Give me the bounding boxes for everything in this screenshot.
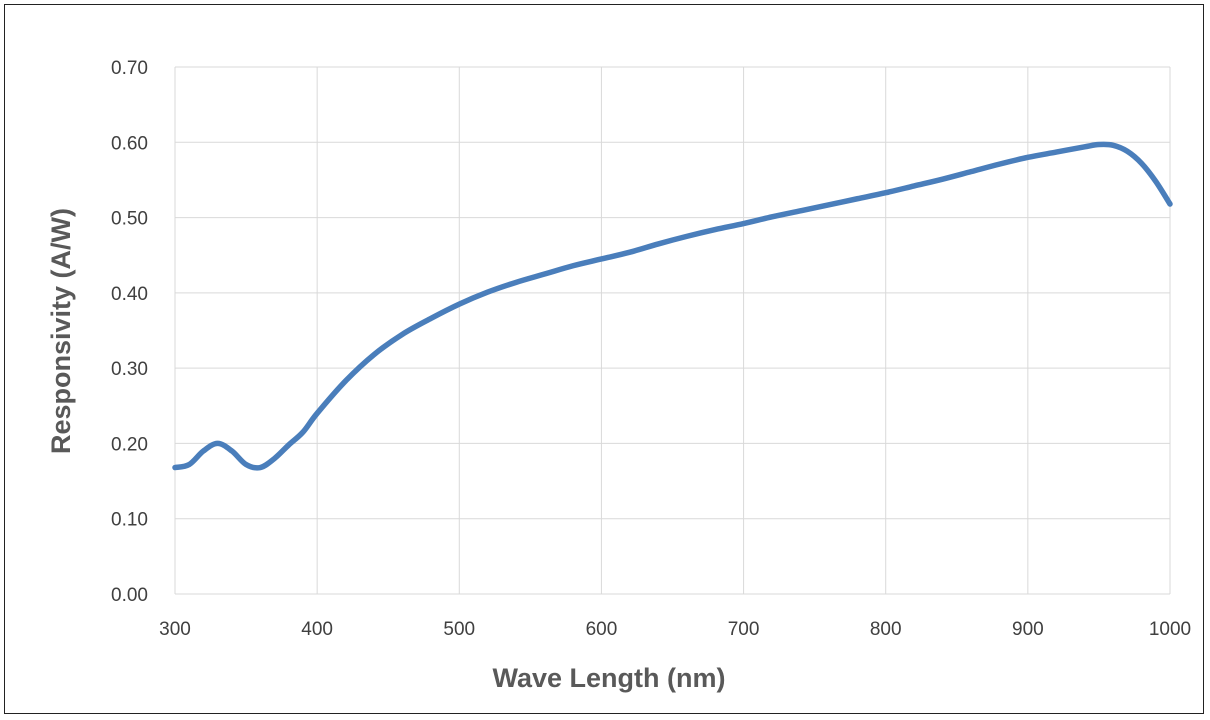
x-tick-label: 900 (1012, 619, 1044, 640)
tick-labels: 0.00 0.10 0.20 0.30 0.40 0.50 0.60 0.70 300 400 50… (111, 58, 1191, 640)
x-tick-label: 300 (159, 619, 191, 640)
y-tick-label: 0.10 (111, 510, 148, 531)
x-tick-label: 1000 (1149, 619, 1191, 640)
series-layer (172, 141, 1173, 471)
x-tick-label: 500 (443, 619, 475, 640)
y-tick-label: 0.50 (111, 209, 148, 230)
x-tick-label: 600 (586, 619, 618, 640)
x-tick-label: 700 (728, 619, 760, 640)
responsivity-series-line (172, 141, 1173, 471)
y-tick-label: 0.70 (111, 58, 148, 79)
grid-lines (174, 66, 1171, 595)
x-tick-label: 400 (301, 619, 333, 640)
x-tick-label: 800 (870, 619, 902, 640)
y-tick-label: 0.40 (111, 284, 148, 305)
x-axis-title: Wave Length (nm) (493, 663, 726, 693)
y-axis-title: Responsivity (A/W) (46, 208, 76, 454)
y-tick-label: 0.30 (111, 359, 148, 380)
chart-frame (4, 4, 1204, 714)
y-tick-label: 0.20 (111, 434, 148, 455)
y-tick-label: 0.00 (111, 585, 148, 606)
y-tick-label: 0.60 (111, 133, 148, 154)
